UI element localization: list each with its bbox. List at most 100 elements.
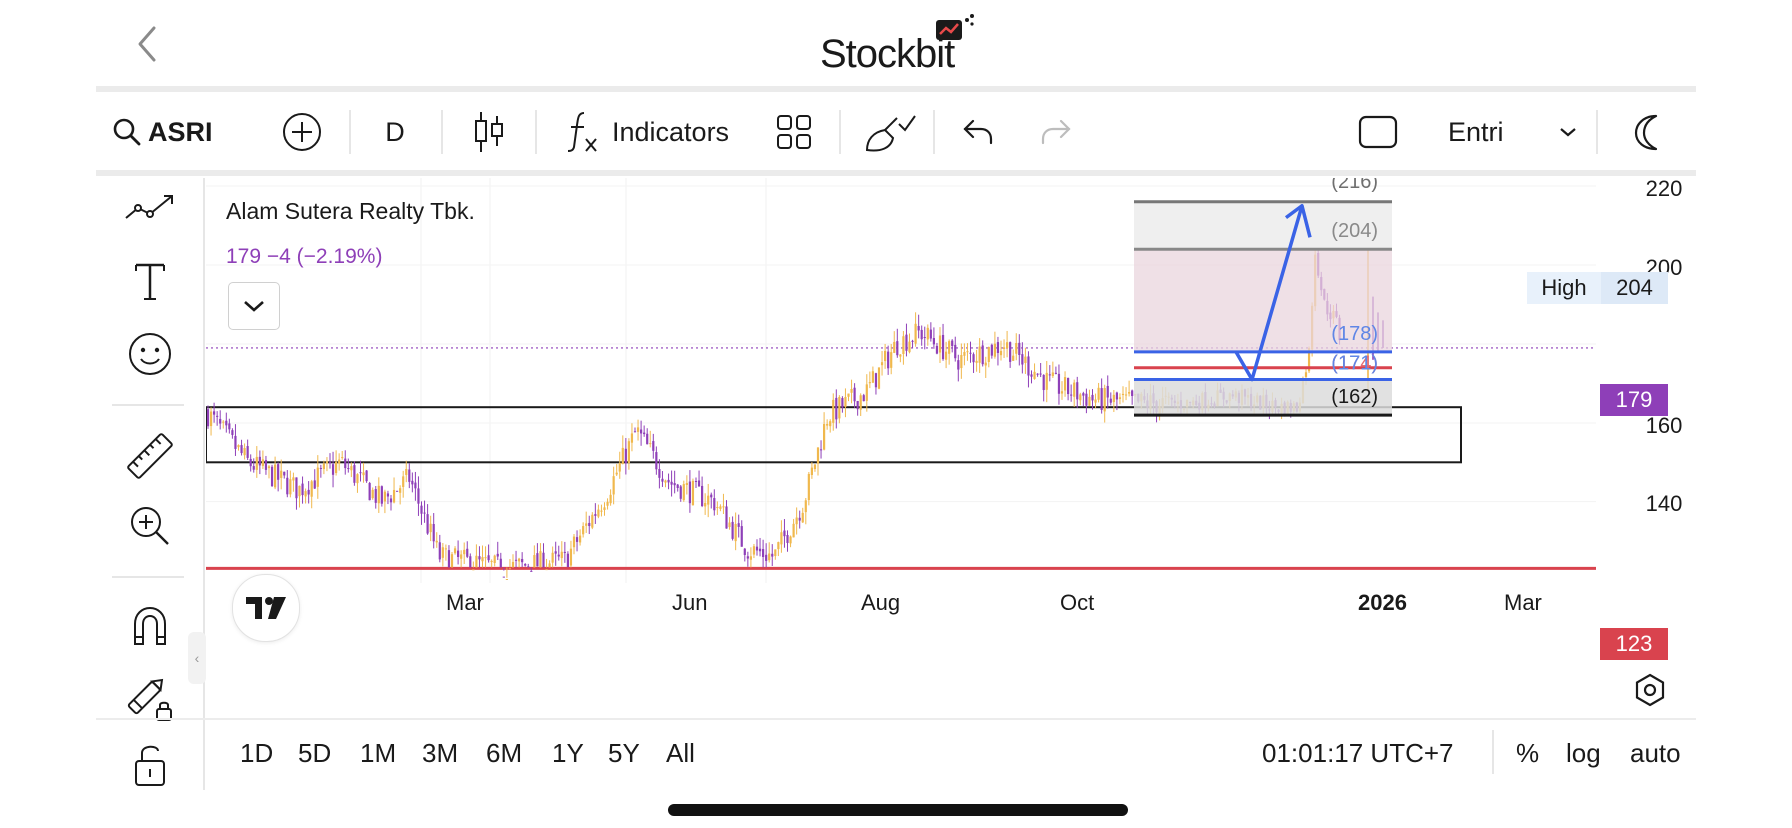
candle-body xyxy=(658,468,661,478)
candle-body xyxy=(758,548,762,552)
candle-body xyxy=(499,558,502,568)
lock-tool[interactable] xyxy=(118,738,182,790)
projection-label: (216) xyxy=(1331,178,1378,193)
interval-button[interactable]: D xyxy=(370,94,420,170)
candle-body xyxy=(518,558,521,562)
candle-body xyxy=(1021,354,1024,365)
candle-body xyxy=(1039,373,1042,375)
chart-canvas[interactable]: (216)(204)(178)(174)(171)(162) 220200160… xyxy=(206,178,1700,718)
range-all[interactable]: All xyxy=(666,738,695,768)
candle-body xyxy=(710,494,713,498)
redo-icon xyxy=(1041,119,1071,145)
price-chart[interactable]: (216) (204) (178) (174) (171) (162) 220 200 160… xyxy=(206,178,1700,718)
candle-body xyxy=(374,489,377,503)
percent-scale-toggle[interactable]: % xyxy=(1516,738,1540,768)
candle-body xyxy=(951,340,954,347)
home-indicator xyxy=(668,804,1128,816)
symbol-search[interactable]: ASRI xyxy=(112,94,222,170)
layout-button[interactable] xyxy=(772,94,816,170)
candle-body xyxy=(496,553,499,557)
fullscreen-button[interactable] xyxy=(1356,94,1400,170)
candle-icon xyxy=(475,112,503,152)
candle-body xyxy=(801,512,804,523)
candle-body xyxy=(444,548,447,550)
candle-body xyxy=(957,360,960,370)
range-1d[interactable]: 1D xyxy=(240,738,274,768)
range-6m[interactable]: 6M xyxy=(486,738,523,768)
candle-body xyxy=(289,479,292,495)
tradingview-logo[interactable] xyxy=(232,574,300,642)
candle-body xyxy=(453,548,457,554)
brush-icon xyxy=(865,115,916,152)
candle-body xyxy=(356,474,359,484)
candle-body xyxy=(338,459,341,464)
candle-body xyxy=(987,346,990,363)
chart-type-button[interactable] xyxy=(466,94,512,170)
measure-tool[interactable] xyxy=(118,424,182,488)
redo-button[interactable] xyxy=(1036,94,1076,170)
range-5y[interactable]: 5Y xyxy=(608,738,640,768)
candle-body xyxy=(636,427,640,432)
candle-body xyxy=(1024,356,1027,364)
candle-body xyxy=(206,409,210,427)
target-zone xyxy=(1134,201,1392,250)
candle-body xyxy=(807,473,810,501)
candle-body xyxy=(844,396,847,407)
candle-body xyxy=(813,464,817,470)
chart-settings-button[interactable] xyxy=(1632,672,1668,713)
candle-body xyxy=(810,467,813,476)
candle-body xyxy=(954,344,957,359)
undo-button[interactable] xyxy=(958,94,998,170)
price-change: 179 −4 (−2.19%) xyxy=(226,245,383,268)
projection-tool[interactable]: (216) (204) (178) (174)(171) (162) xyxy=(1134,178,1392,417)
toolbar-divider xyxy=(441,110,443,154)
candle-body xyxy=(853,387,856,402)
zoom-tool[interactable] xyxy=(118,494,182,558)
back-icon[interactable] xyxy=(130,22,170,66)
candle-body xyxy=(618,462,621,472)
candle-body xyxy=(682,484,685,501)
legend-collapse-button[interactable] xyxy=(228,282,280,330)
toolbar-divider xyxy=(839,110,841,154)
candle-body xyxy=(835,397,838,420)
candle-body xyxy=(1054,372,1057,374)
candle-body xyxy=(566,553,569,568)
toolbar-divider-band xyxy=(96,170,1696,176)
candle-body xyxy=(347,468,350,470)
candle-body xyxy=(975,360,978,363)
candle-body xyxy=(679,486,682,499)
emoji-tool[interactable] xyxy=(118,322,182,386)
trend-line-tool[interactable] xyxy=(118,178,182,242)
indicators-button[interactable]: Indicators xyxy=(566,94,746,170)
candle-body xyxy=(783,530,786,537)
lock-drawings-tool[interactable] xyxy=(118,666,182,730)
candle-body xyxy=(225,420,228,426)
drawing-button[interactable] xyxy=(860,94,920,170)
log-scale-toggle[interactable]: log xyxy=(1566,738,1601,768)
template-dropdown[interactable]: Entri xyxy=(1448,94,1578,170)
candle-body xyxy=(740,526,743,547)
range-1m[interactable]: 1M xyxy=(360,738,397,768)
candle-body xyxy=(341,457,344,459)
tradingview-logo-mark xyxy=(246,597,286,619)
range-3m[interactable]: 3M xyxy=(422,738,459,768)
magnet-tool[interactable] xyxy=(118,594,182,658)
add-symbol-button[interactable] xyxy=(278,94,326,170)
range-1y[interactable]: 1Y xyxy=(552,738,584,768)
candle-body xyxy=(572,536,576,548)
panel-toggle-handle[interactable]: ‹ xyxy=(188,632,206,684)
auto-scale-toggle[interactable]: auto xyxy=(1630,738,1681,768)
dark-mode-button[interactable] xyxy=(1626,94,1670,170)
indicators-label: Indicators xyxy=(612,116,730,147)
candle-body xyxy=(472,569,475,571)
candle-body xyxy=(261,459,264,466)
candle-body xyxy=(765,554,768,561)
candle-body xyxy=(816,447,820,464)
range-5d[interactable]: 5D xyxy=(298,738,332,768)
projection-label: (174) xyxy=(1331,353,1378,375)
clock[interactable]: 01:01:17 UTC+7 xyxy=(1262,738,1454,768)
text-tool[interactable] xyxy=(118,250,182,314)
candle-body xyxy=(716,507,719,509)
candle-body xyxy=(386,493,390,497)
candle-body xyxy=(697,480,701,487)
